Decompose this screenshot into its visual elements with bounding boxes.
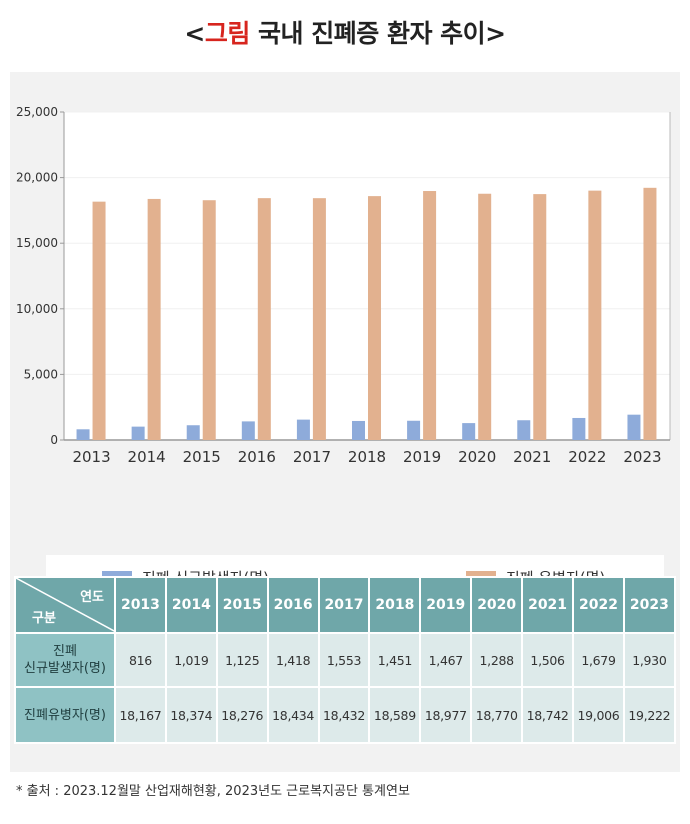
figure-title: <그림 국내 진폐증 환자 추이> xyxy=(0,14,690,50)
corner-diagonal xyxy=(16,578,116,632)
table-cell: 18,742 xyxy=(521,686,575,744)
corner-label-year: 연도 xyxy=(80,590,104,605)
bar-new-cases xyxy=(627,414,641,440)
title-text: 국내 진폐증 환자 추이 xyxy=(249,19,486,48)
plot-area xyxy=(64,112,670,440)
table-cell: 816 xyxy=(114,632,167,688)
table-cell: 1,451 xyxy=(368,632,422,688)
table-row-prevalent-cases: 진폐유병자(명) 18,167 18,374 18,276 18,434 18,… xyxy=(14,686,676,744)
bar-prevalent-cases xyxy=(147,198,161,440)
table-cell: 1,506 xyxy=(521,632,575,688)
bar-new-cases xyxy=(241,421,255,440)
bar-new-cases xyxy=(407,420,421,440)
year-header: 2016 xyxy=(266,576,320,634)
bar-prevalent-cases xyxy=(588,190,602,440)
bar-prevalent-cases xyxy=(312,198,326,440)
bar-new-cases xyxy=(572,417,586,440)
x-tick-label: 2018 xyxy=(348,448,386,466)
table-cell: 19,006 xyxy=(572,686,625,744)
table-header-row: 연도 구분 2013 2014 2015 2016 2017 2018 2019… xyxy=(14,576,676,634)
table-cell: 1,418 xyxy=(266,632,320,688)
bar-prevalent-cases xyxy=(368,196,381,440)
row-label-new-cases: 진폐 신규발생자(명) xyxy=(14,632,116,688)
y-tick-label: 5,000 xyxy=(24,367,58,381)
x-tick-label: 2017 xyxy=(293,448,331,466)
bar-prevalent-cases xyxy=(202,200,216,440)
table-cell: 1,553 xyxy=(317,632,371,688)
chart-panel: 0 5,000 10,000 15,000 20,000 25,000 2013 2014 20… xyxy=(10,72,680,772)
title-bracket-open: < xyxy=(184,19,205,48)
title-bracket-close: > xyxy=(485,19,506,48)
table-cell: 18,770 xyxy=(470,686,524,744)
bar-new-cases xyxy=(76,429,90,440)
x-tick-label: 2015 xyxy=(183,448,221,466)
bar-new-cases xyxy=(517,420,531,440)
table-cell: 1,679 xyxy=(572,632,625,688)
table-corner-cell: 연도 구분 xyxy=(14,576,116,634)
year-header: 2019 xyxy=(419,576,473,634)
bar-new-cases xyxy=(186,425,200,440)
table-cell: 1,019 xyxy=(164,632,218,688)
x-tick-label: 2021 xyxy=(513,448,551,466)
year-header: 2022 xyxy=(572,576,625,634)
row-label-line: 진폐 xyxy=(53,644,77,659)
bar-prevalent-cases xyxy=(533,194,547,440)
bar-prevalent-cases xyxy=(478,193,492,440)
bar-prevalent-cases xyxy=(257,198,271,440)
row-label-line: 신규발생자(명) xyxy=(24,661,106,676)
y-tick-label: 15,000 xyxy=(16,236,58,250)
table-cell: 18,374 xyxy=(164,686,218,744)
table-cell: 18,167 xyxy=(114,686,167,744)
y-tick-label: 0 xyxy=(50,433,58,447)
bar-new-cases xyxy=(462,423,476,440)
y-tick-label: 25,000 xyxy=(16,105,58,119)
source-note: * 출처 : 2023.12월말 산업재해현황, 2023년도 근로복지공단 통… xyxy=(16,784,410,799)
bar-new-cases xyxy=(296,419,310,440)
x-tick-label: 2013 xyxy=(72,448,110,466)
year-header: 2021 xyxy=(521,576,575,634)
x-tick-label: 2023 xyxy=(623,448,661,466)
year-header: 2015 xyxy=(215,576,269,634)
y-tick-label: 20,000 xyxy=(16,171,58,185)
year-header: 2014 xyxy=(164,576,218,634)
title-accent: 그림 xyxy=(204,19,251,48)
table-row-new-cases: 진폐 신규발생자(명) 816 1,019 1,125 1,418 1,553 … xyxy=(14,632,676,688)
row-label-prevalent-cases: 진폐유병자(명) xyxy=(14,686,116,744)
x-tick-label: 2014 xyxy=(128,448,166,466)
x-tick-label: 2016 xyxy=(238,448,276,466)
table-cell: 18,434 xyxy=(266,686,320,744)
year-header: 2023 xyxy=(622,576,676,634)
bar-new-cases xyxy=(131,426,145,440)
bar-prevalent-cases xyxy=(92,201,106,440)
year-header: 2020 xyxy=(470,576,524,634)
table-cell: 1,125 xyxy=(215,632,269,688)
x-tick-label: 2022 xyxy=(568,448,606,466)
y-tick-label: 10,000 xyxy=(16,302,58,316)
data-table: 연도 구분 2013 2014 2015 2016 2017 2018 2019… xyxy=(14,576,676,744)
table-cell: 1,288 xyxy=(470,632,524,688)
bar-chart: 0 5,000 10,000 15,000 20,000 25,000 2013 2014 20… xyxy=(16,105,671,466)
table-cell: 18,432 xyxy=(317,686,371,744)
corner-label-category: 구분 xyxy=(32,611,56,626)
table-cell: 1,930 xyxy=(622,632,676,688)
table-cell: 18,276 xyxy=(215,686,269,744)
year-header: 2013 xyxy=(114,576,167,634)
table-cell: 18,977 xyxy=(419,686,473,744)
x-tick-label: 2019 xyxy=(403,448,441,466)
bar-prevalent-cases xyxy=(643,187,657,440)
year-header: 2018 xyxy=(368,576,422,634)
table-cell: 1,467 xyxy=(419,632,473,688)
bar-new-cases xyxy=(352,420,365,440)
x-tick-label: 2020 xyxy=(458,448,496,466)
table-cell: 19,222 xyxy=(622,686,676,744)
table-cell: 18,589 xyxy=(368,686,422,744)
bar-prevalent-cases xyxy=(423,191,437,440)
year-header: 2017 xyxy=(317,576,371,634)
